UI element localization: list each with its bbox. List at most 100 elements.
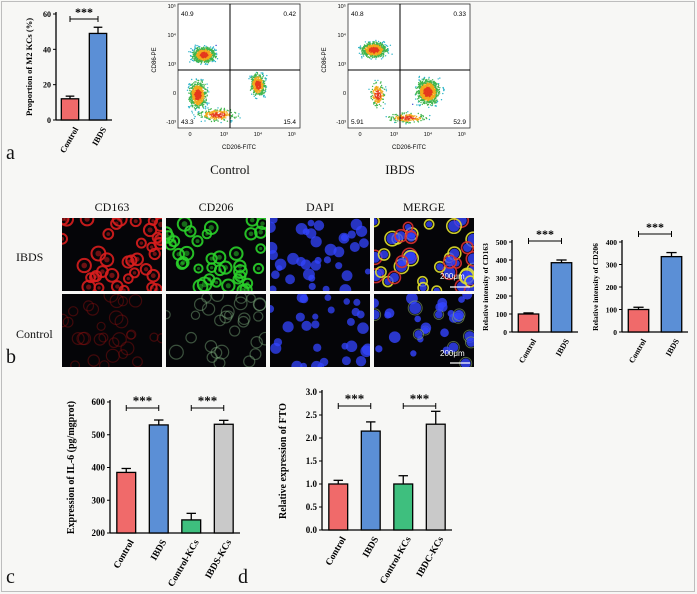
y-tick-label: 300	[496, 274, 508, 283]
flow-event	[194, 51, 197, 53]
flow-event	[201, 81, 203, 84]
cell-nucleus	[353, 298, 361, 306]
flow-event	[405, 123, 407, 125]
quadrant-value: 40.8	[351, 11, 364, 18]
cell-nucleus	[466, 277, 474, 286]
cell-signal-core	[115, 284, 120, 289]
flow-event	[371, 92, 373, 94]
flow-event	[260, 87, 262, 90]
cell-signal-core	[240, 288, 246, 291]
flow-event	[203, 97, 205, 100]
cell-nucleus	[301, 320, 312, 331]
flow-event	[201, 116, 203, 118]
flow-event	[373, 41, 376, 43]
flow-event	[418, 85, 420, 88]
flow-event	[415, 91, 418, 94]
flow-event	[429, 104, 432, 106]
flow-event	[426, 87, 429, 90]
flow-event	[257, 81, 259, 83]
cell-signal	[254, 225, 266, 239]
flow-event	[437, 89, 439, 91]
flow-event	[366, 45, 368, 47]
flow-event	[251, 93, 253, 95]
flow-event	[188, 97, 191, 99]
cell-signal	[166, 310, 171, 320]
flow-event	[255, 89, 257, 92]
cell-nucleus	[305, 228, 317, 239]
cell-nucleus	[447, 310, 455, 318]
flow-event	[428, 106, 430, 109]
flow-event	[364, 45, 366, 47]
cell-signal	[131, 356, 143, 367]
flow-event	[417, 83, 420, 86]
cell-signal-core	[126, 276, 131, 281]
flow-event	[254, 97, 257, 99]
flow-y-tick: 10³	[168, 62, 176, 68]
flow-event	[361, 52, 363, 54]
flow-y-tick: 0	[343, 91, 346, 97]
flow-event	[372, 95, 374, 97]
flow-event	[417, 118, 420, 121]
flow-event	[421, 87, 423, 89]
flow-event	[209, 111, 211, 113]
cell-signal-core	[256, 266, 261, 271]
cell-signal	[122, 273, 134, 284]
cell-signal-core	[233, 251, 239, 257]
quadrant-value: 52.9	[453, 119, 466, 126]
flow-event	[415, 87, 417, 90]
quadrant-value: 15.4	[283, 119, 296, 126]
flow-event	[217, 107, 219, 109]
flow-event	[191, 78, 193, 81]
flow-event	[203, 48, 205, 51]
flow-event	[424, 92, 426, 94]
flow-event	[210, 55, 212, 57]
flow-event	[198, 101, 200, 104]
flow-event	[194, 90, 196, 92]
row-label-control: Control	[16, 327, 53, 341]
cell-signal	[71, 332, 85, 346]
cell-nucleus	[295, 222, 308, 235]
flow-event	[431, 104, 434, 106]
flow-event	[186, 89, 189, 92]
flow-event	[194, 48, 196, 50]
flow-event	[223, 115, 225, 117]
flow-event	[204, 88, 206, 91]
flow-event	[420, 119, 422, 122]
flow-event	[224, 110, 226, 112]
flow-event	[420, 116, 422, 118]
flow-event	[194, 47, 197, 50]
bar-control	[517, 313, 540, 333]
cell-signal	[76, 257, 92, 274]
cell-nucleus	[388, 331, 401, 343]
flow-event	[374, 45, 377, 48]
flow-event	[256, 79, 258, 82]
flow-events	[358, 39, 445, 125]
flow-event	[382, 47, 384, 49]
flow-event	[429, 84, 431, 86]
flow-event	[201, 52, 204, 54]
flow-event	[398, 116, 400, 118]
cell-signal-core	[81, 262, 88, 269]
flow-event	[206, 47, 208, 50]
flow-event	[257, 89, 259, 91]
y-tick-label: 400	[496, 256, 508, 265]
flow-event	[410, 119, 412, 121]
flow-plot-ibds: 40.8 0.335.91 52.90 10³ 10⁴ 10⁵-10³010³10⁴10⁵…	[322, 3, 471, 151]
cell-signal	[210, 294, 224, 303]
flow-event	[410, 112, 412, 115]
flow-event	[213, 115, 215, 117]
flow-event	[375, 47, 378, 49]
flow-event	[205, 46, 207, 49]
flow-event	[190, 94, 192, 97]
flow-event	[433, 99, 435, 102]
flow-event	[205, 110, 207, 112]
flow-event	[264, 90, 267, 93]
row-label-ibds: IBDS	[16, 250, 44, 264]
flow-event	[377, 94, 379, 96]
y-axis-label: Relative intensity of CD163	[481, 243, 490, 331]
flow-event	[381, 91, 383, 93]
cell-signal	[109, 294, 125, 309]
flow-event	[203, 103, 205, 106]
flow-event	[395, 119, 397, 122]
cell-signal	[110, 218, 123, 230]
